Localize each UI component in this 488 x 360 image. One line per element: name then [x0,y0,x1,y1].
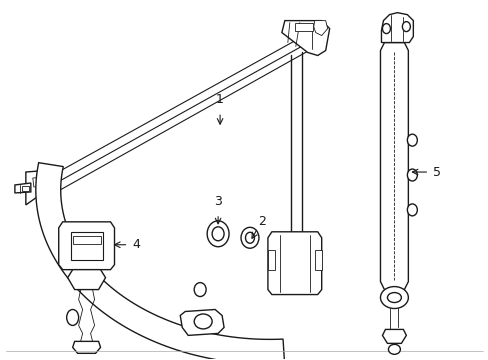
Polygon shape [314,250,321,270]
Ellipse shape [407,204,416,216]
Polygon shape [267,232,321,294]
Ellipse shape [380,287,407,309]
Polygon shape [380,42,407,289]
Polygon shape [36,163,284,360]
Ellipse shape [194,283,206,297]
Ellipse shape [66,310,79,325]
Polygon shape [15,183,31,193]
Polygon shape [59,222,114,270]
Polygon shape [71,232,102,260]
Polygon shape [33,177,50,187]
Ellipse shape [387,345,400,354]
Polygon shape [73,341,101,353]
Ellipse shape [207,221,228,247]
Ellipse shape [241,227,259,248]
Polygon shape [381,13,412,42]
Polygon shape [26,170,56,205]
Ellipse shape [386,293,401,302]
Polygon shape [313,21,327,36]
Polygon shape [294,23,312,31]
Polygon shape [267,250,274,270]
Text: 3: 3 [214,195,222,208]
Polygon shape [180,310,224,336]
Ellipse shape [402,22,409,32]
Polygon shape [73,236,101,244]
Text: 2: 2 [258,215,265,228]
Ellipse shape [194,314,212,329]
Ellipse shape [407,169,416,181]
Polygon shape [382,329,406,343]
Ellipse shape [245,232,254,243]
Text: 5: 5 [432,166,440,179]
Polygon shape [281,21,329,55]
Ellipse shape [382,24,389,33]
Ellipse shape [407,134,416,146]
Polygon shape [22,186,29,191]
Ellipse shape [212,227,224,241]
Polygon shape [67,270,105,289]
Text: 4: 4 [132,238,140,251]
Text: 1: 1 [216,93,224,106]
